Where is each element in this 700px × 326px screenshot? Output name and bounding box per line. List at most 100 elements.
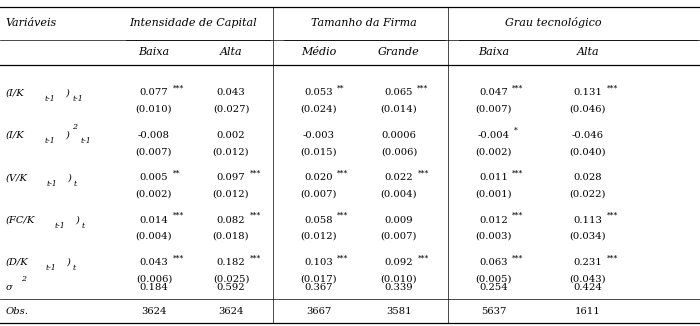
Text: Obs.: Obs. — [6, 307, 29, 316]
Text: Tamanho da Firma: Tamanho da Firma — [311, 18, 417, 28]
Text: 0.103: 0.103 — [304, 258, 333, 267]
Text: 0.254: 0.254 — [479, 283, 508, 292]
Text: t-1: t-1 — [55, 222, 65, 230]
Text: 0.092: 0.092 — [385, 258, 413, 267]
Text: t-1: t-1 — [72, 95, 83, 103]
Text: (0.004): (0.004) — [136, 232, 172, 241]
Text: ***: *** — [337, 212, 348, 220]
Text: ): ) — [66, 258, 71, 267]
Text: Médio: Médio — [301, 47, 336, 57]
Text: 0.231: 0.231 — [573, 258, 603, 267]
Text: (0.018): (0.018) — [213, 232, 249, 241]
Text: Alta: Alta — [577, 47, 599, 57]
Text: (0.024): (0.024) — [300, 105, 337, 114]
Text: ***: *** — [249, 170, 260, 177]
Text: Baixa: Baixa — [478, 47, 509, 57]
Text: ***: *** — [172, 254, 184, 262]
Text: (0.014): (0.014) — [381, 105, 417, 114]
Text: 0.043: 0.043 — [216, 88, 246, 97]
Text: t: t — [73, 264, 76, 272]
Text: 0.0006: 0.0006 — [382, 131, 416, 140]
Text: ***: *** — [417, 254, 428, 262]
Text: 0.592: 0.592 — [217, 283, 245, 292]
Text: (0.022): (0.022) — [570, 189, 606, 199]
Text: (0.007): (0.007) — [381, 232, 417, 241]
Text: (0.040): (0.040) — [570, 147, 606, 156]
Text: 3624: 3624 — [218, 307, 244, 316]
Text: 0.065: 0.065 — [385, 88, 413, 97]
Text: ***: *** — [607, 85, 618, 93]
Text: (0.017): (0.017) — [300, 274, 337, 283]
Text: (0.002): (0.002) — [475, 147, 512, 156]
Text: ***: *** — [512, 170, 524, 177]
Text: 0.131: 0.131 — [573, 88, 603, 97]
Text: (0.002): (0.002) — [136, 189, 172, 199]
Text: ): ) — [67, 173, 71, 182]
Text: 3581: 3581 — [386, 307, 412, 316]
Text: 0.047: 0.047 — [479, 88, 508, 97]
Text: ***: *** — [172, 85, 183, 93]
Text: 0.182: 0.182 — [216, 258, 246, 267]
Text: 0.022: 0.022 — [385, 173, 413, 182]
Text: (0.025): (0.025) — [213, 274, 249, 283]
Text: ***: *** — [417, 85, 428, 93]
Text: t: t — [82, 222, 85, 230]
Text: ***: *** — [512, 212, 524, 220]
Text: 0.011: 0.011 — [479, 173, 508, 182]
Text: (0.043): (0.043) — [570, 274, 606, 283]
Text: ): ) — [76, 215, 80, 225]
Text: Variáveis: Variáveis — [6, 18, 57, 28]
Text: (0.001): (0.001) — [475, 189, 512, 199]
Text: 0.367: 0.367 — [304, 283, 332, 292]
Text: (D/K: (D/K — [6, 258, 28, 267]
Text: 0.339: 0.339 — [385, 283, 413, 292]
Text: (0.027): (0.027) — [213, 105, 249, 114]
Text: t: t — [74, 180, 76, 187]
Text: -0.003: -0.003 — [302, 131, 335, 140]
Text: -0.004: -0.004 — [477, 131, 510, 140]
Text: Intensidade de Capital: Intensidade de Capital — [129, 18, 256, 28]
Text: 0.424: 0.424 — [573, 283, 603, 292]
Text: (0.046): (0.046) — [570, 105, 606, 114]
Text: Alta: Alta — [220, 47, 242, 57]
Text: ***: *** — [337, 254, 349, 262]
Text: (0.006): (0.006) — [381, 147, 417, 156]
Text: t-1: t-1 — [44, 137, 55, 145]
Text: 0.002: 0.002 — [217, 131, 245, 140]
Text: (I/K: (I/K — [6, 88, 25, 97]
Text: -0.008: -0.008 — [138, 131, 170, 140]
Text: (0.005): (0.005) — [475, 274, 512, 283]
Text: (0.010): (0.010) — [136, 105, 172, 114]
Text: ***: *** — [512, 254, 523, 262]
Text: ***: *** — [417, 170, 428, 177]
Text: 2: 2 — [21, 275, 26, 283]
Text: Baixa: Baixa — [139, 47, 169, 57]
Text: 0.053: 0.053 — [304, 88, 332, 97]
Text: (FC/K: (FC/K — [6, 215, 35, 225]
Text: -0.046: -0.046 — [572, 131, 604, 140]
Text: 0.097: 0.097 — [217, 173, 245, 182]
Text: (I/K: (I/K — [6, 131, 25, 140]
Text: 0.028: 0.028 — [574, 173, 602, 182]
Text: 0.020: 0.020 — [304, 173, 332, 182]
Text: t-1: t-1 — [46, 264, 56, 272]
Text: 2: 2 — [72, 123, 77, 131]
Text: 0.077: 0.077 — [140, 88, 168, 97]
Text: (0.007): (0.007) — [475, 105, 512, 114]
Text: **: ** — [172, 170, 180, 177]
Text: t-1: t-1 — [80, 137, 91, 145]
Text: ***: *** — [249, 254, 261, 262]
Text: Grande: Grande — [378, 47, 420, 57]
Text: (0.007): (0.007) — [300, 189, 337, 199]
Text: ***: *** — [607, 212, 618, 220]
Text: 0.005: 0.005 — [140, 173, 168, 182]
Text: 0.012: 0.012 — [479, 215, 508, 225]
Text: 3667: 3667 — [306, 307, 331, 316]
Text: (0.012): (0.012) — [300, 232, 337, 241]
Text: ): ) — [65, 88, 69, 97]
Text: Grau tecnológico: Grau tecnológico — [505, 17, 601, 28]
Text: *: * — [514, 127, 518, 135]
Text: 0.014: 0.014 — [139, 215, 169, 225]
Text: (0.012): (0.012) — [213, 189, 249, 199]
Text: 0.063: 0.063 — [480, 258, 508, 267]
